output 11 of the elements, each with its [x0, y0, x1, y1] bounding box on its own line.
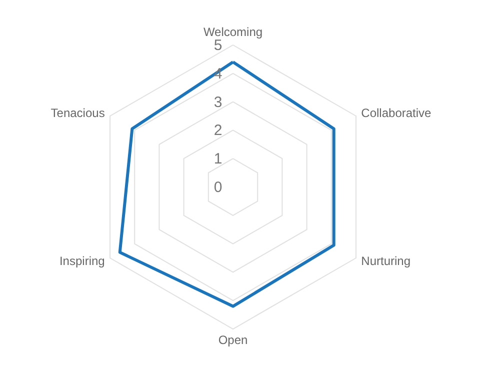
spoke-label: Collaborative	[361, 106, 432, 120]
y-tick-label: 2	[214, 122, 222, 140]
spoke-label: Nurturing	[361, 254, 411, 268]
spoke-label: Open	[218, 333, 248, 347]
spoke-label: Welcoming	[203, 25, 263, 39]
spoke-label: Inspiring	[59, 254, 105, 268]
y-tick-label: 3	[214, 94, 222, 111]
y-tick-label: 1	[214, 150, 222, 168]
spoke-label: Tenacious	[50, 106, 105, 120]
y-tick-label: 5	[214, 37, 222, 54]
y-tick-label: 0	[214, 179, 222, 196]
